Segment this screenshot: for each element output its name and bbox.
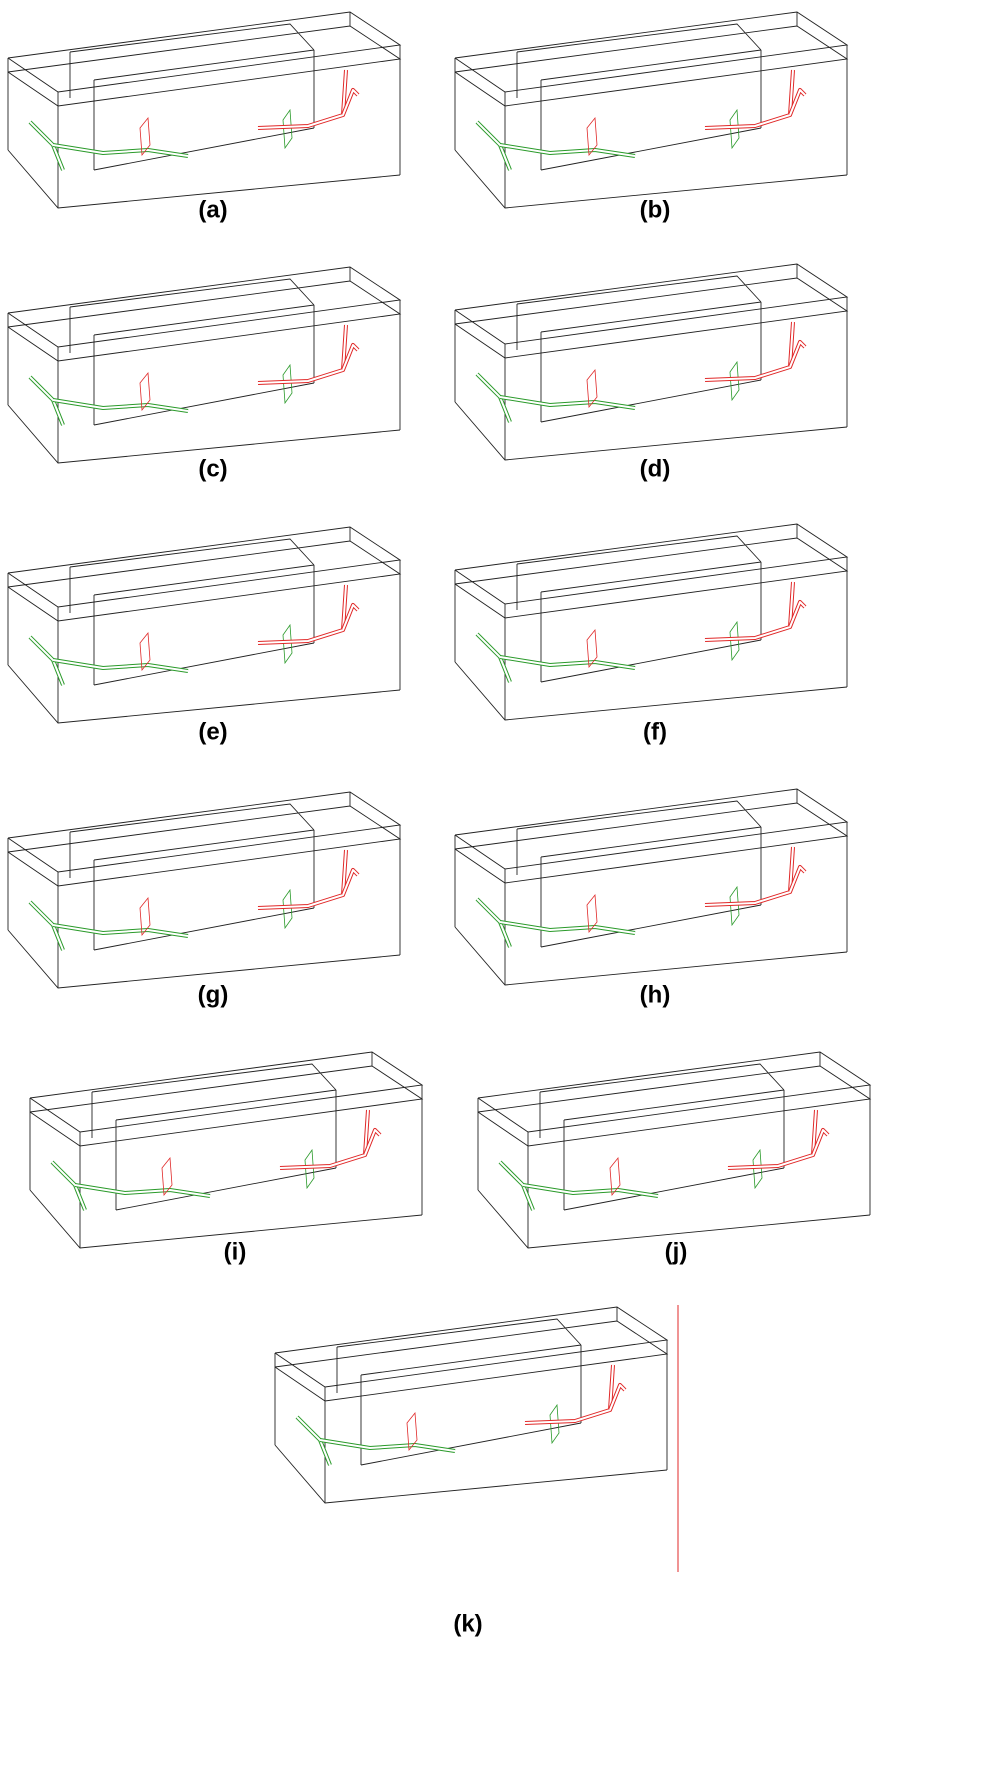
panel [455,524,847,720]
panel-label: (f) [643,718,667,745]
panel [275,1307,667,1503]
panel-label: (h) [640,981,671,1008]
panel [8,12,400,208]
panel [455,789,847,985]
panel [8,267,400,463]
panel [30,1052,422,1248]
panel [455,264,847,460]
panel-label: (g) [198,981,229,1008]
panel-label: (a) [198,196,227,223]
panel [8,527,400,723]
panel-label: (c) [198,455,227,482]
panel-label: (e) [198,718,227,745]
panel-label: (d) [640,455,671,482]
panel [478,1052,870,1248]
page: (a) (b) (c) (d) (e) (f) (g) (h) (i) (j) … [0,0,986,1785]
panel-label: (i) [224,1238,247,1265]
panel-label: (k) [453,1610,482,1637]
panel-label: (b) [640,196,671,223]
figure: (a) (b) (c) (d) (e) (f) (g) (h) (i) (j) … [0,0,986,1785]
panel [8,792,400,988]
panel [455,12,847,208]
panel-label: (j) [665,1238,688,1265]
